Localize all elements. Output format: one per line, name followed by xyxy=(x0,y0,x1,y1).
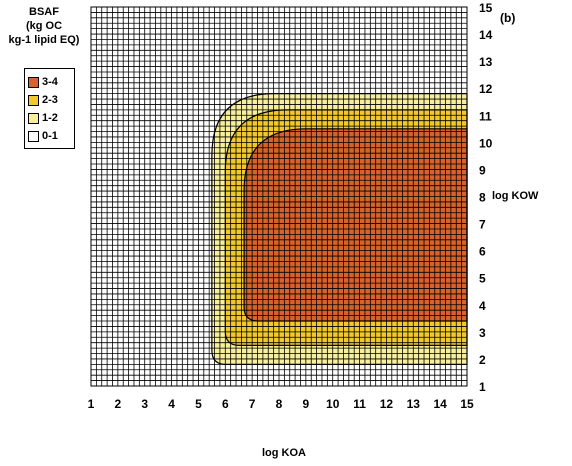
band-2-3-outline xyxy=(224,109,468,346)
y-tick-label: 5 xyxy=(479,272,486,286)
y-tick-label: 4 xyxy=(479,299,486,313)
band-1-2-outline xyxy=(211,93,468,365)
y-tick-label: 3 xyxy=(479,326,486,340)
x-tick-label: 9 xyxy=(303,397,310,411)
x-tick-label: 14 xyxy=(433,397,447,411)
y-tick-label: 6 xyxy=(479,245,486,259)
y-tick-label: 2 xyxy=(479,353,486,367)
legend-swatch-0-1 xyxy=(28,130,39,142)
legend-item-2-3: 2-3 xyxy=(28,91,74,109)
legend-item-0-1: 0-1 xyxy=(28,127,74,145)
x-tick-label: 10 xyxy=(326,397,340,411)
x-tick-label: 6 xyxy=(222,397,229,411)
legend: 3-4 2-3 1-2 0-1 xyxy=(24,68,75,149)
y-tick-label: 1 xyxy=(479,380,486,394)
legend-title-line-1: BSAF xyxy=(29,6,59,18)
y-tick-label: 13 xyxy=(479,55,493,69)
plot-frame xyxy=(90,6,468,387)
x-tick-label: 13 xyxy=(407,397,421,411)
x-tick-label: 11 xyxy=(353,397,366,411)
legend-item-1-2: 1-2 xyxy=(28,109,74,127)
x-axis-label: log KOA xyxy=(262,447,306,459)
legend-title-line-3: kg-1 lipid EQ) xyxy=(8,34,80,46)
legend-title: BSAF (kg OC kg-1 lipid EQ) xyxy=(4,5,84,47)
legend-title-line-2: (kg OC xyxy=(25,20,63,32)
contour-outlines xyxy=(211,93,468,365)
legend-label-3-4: 3-4 xyxy=(42,76,58,88)
y-tick-label: 9 xyxy=(479,163,486,177)
panel-tag: (b) xyxy=(500,11,516,25)
y-tick-label: 7 xyxy=(479,218,486,232)
legend-swatch-1-2 xyxy=(28,112,39,124)
legend-item-3-4: 3-4 xyxy=(28,73,74,91)
legend-label-1-2: 1-2 xyxy=(42,112,58,124)
y-tick-label: 10 xyxy=(479,136,493,150)
band-3-4 xyxy=(244,128,467,322)
x-tick-label: 15 xyxy=(460,397,474,411)
x-tick-label: 12 xyxy=(380,397,394,411)
y-axis-label-text: log KOW xyxy=(492,190,539,202)
y-tick-label: 11 xyxy=(479,109,492,123)
x-tick-labels: 1 2 3 4 5 6 7 8 9 10 11 12 13 14 15 xyxy=(88,397,474,411)
x-tick-label: 1 xyxy=(88,397,95,411)
legend-label-2-3: 2-3 xyxy=(42,94,58,106)
x-axis-label-text: log KOA xyxy=(262,447,306,459)
legend-label-0-1: 0-1 xyxy=(42,130,58,142)
y-axis-label: log KOW xyxy=(492,190,538,202)
x-tick-label: 8 xyxy=(276,397,283,411)
x-tick-label: 2 xyxy=(115,397,122,411)
y-tick-label: 8 xyxy=(479,191,486,205)
y-tick-label: 12 xyxy=(479,82,493,96)
x-tick-label: 5 xyxy=(195,397,202,411)
legend-swatch-3-4 xyxy=(28,76,39,88)
grid-lines xyxy=(90,6,468,387)
band-3-4-outline xyxy=(243,128,468,322)
x-tick-label: 3 xyxy=(141,397,148,411)
y-tick-label: 15 xyxy=(479,1,493,15)
y-tick-label: 14 xyxy=(479,28,493,42)
legend-swatch-2-3 xyxy=(28,94,39,106)
x-tick-label: 4 xyxy=(168,397,175,411)
x-tick-label: 7 xyxy=(249,397,256,411)
